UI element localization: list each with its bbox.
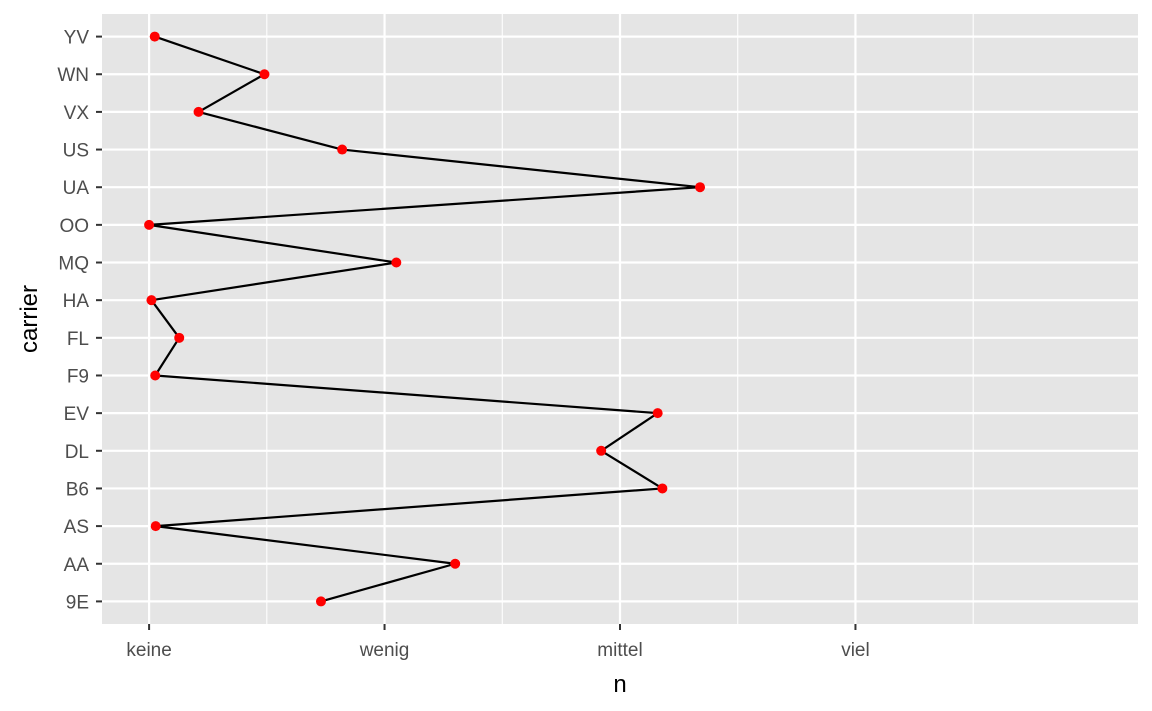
data-point-dl xyxy=(596,445,607,456)
data-point-as xyxy=(150,521,161,532)
y-tick-label: AS xyxy=(64,517,89,538)
data-point-aa xyxy=(450,558,461,569)
y-tick-label: OO xyxy=(59,216,89,237)
y-tick-label: 9E xyxy=(66,592,89,613)
y-tick-label: B6 xyxy=(66,479,89,500)
y-tick-label: EV xyxy=(64,404,90,425)
y-tick-label: MQ xyxy=(58,254,89,275)
data-point-oo xyxy=(144,219,155,230)
y-axis-title: carrier xyxy=(16,285,43,353)
data-point-fl xyxy=(174,332,185,343)
y-tick-label: US xyxy=(63,141,89,162)
data-point-9e xyxy=(315,596,326,607)
y-tick-label: WN xyxy=(57,65,89,86)
y-tick-label: UA xyxy=(63,178,90,199)
data-line xyxy=(147,35,702,603)
series-points xyxy=(144,31,706,607)
x-axis: keine wenig mittel viel xyxy=(126,624,870,661)
y-tick-label: FL xyxy=(67,329,89,350)
data-point-b6 xyxy=(657,483,668,494)
x-tick-label: keine xyxy=(126,640,171,661)
x-tick-label: viel xyxy=(841,640,870,661)
y-tick-label: F9 xyxy=(67,366,89,387)
series-line xyxy=(147,35,702,603)
data-point-ua xyxy=(695,182,706,193)
grid-major xyxy=(102,14,1138,624)
grid-minor xyxy=(266,14,974,624)
x-tick-label: mittel xyxy=(597,640,642,661)
data-point-f9 xyxy=(150,370,161,381)
data-point-ev xyxy=(652,408,663,419)
x-axis-title: n xyxy=(613,671,626,698)
y-tick-label: AA xyxy=(64,555,90,576)
data-point-ha xyxy=(146,295,157,306)
x-tick-label: wenig xyxy=(359,640,410,661)
data-point-vx xyxy=(193,106,204,117)
y-axis: 9E AA AS B6 DL EV F9 FL HA MQ OO UA US VX WN YV xyxy=(57,28,102,613)
y-tick-label: HA xyxy=(63,291,90,312)
y-tick-label: VX xyxy=(64,103,90,124)
y-tick-label: YV xyxy=(64,28,90,49)
y-tick-label: DL xyxy=(65,442,89,463)
data-point-mq xyxy=(391,257,402,268)
data-point-wn xyxy=(259,69,270,80)
data-point-yv xyxy=(149,31,160,42)
data-point-us xyxy=(337,144,348,155)
